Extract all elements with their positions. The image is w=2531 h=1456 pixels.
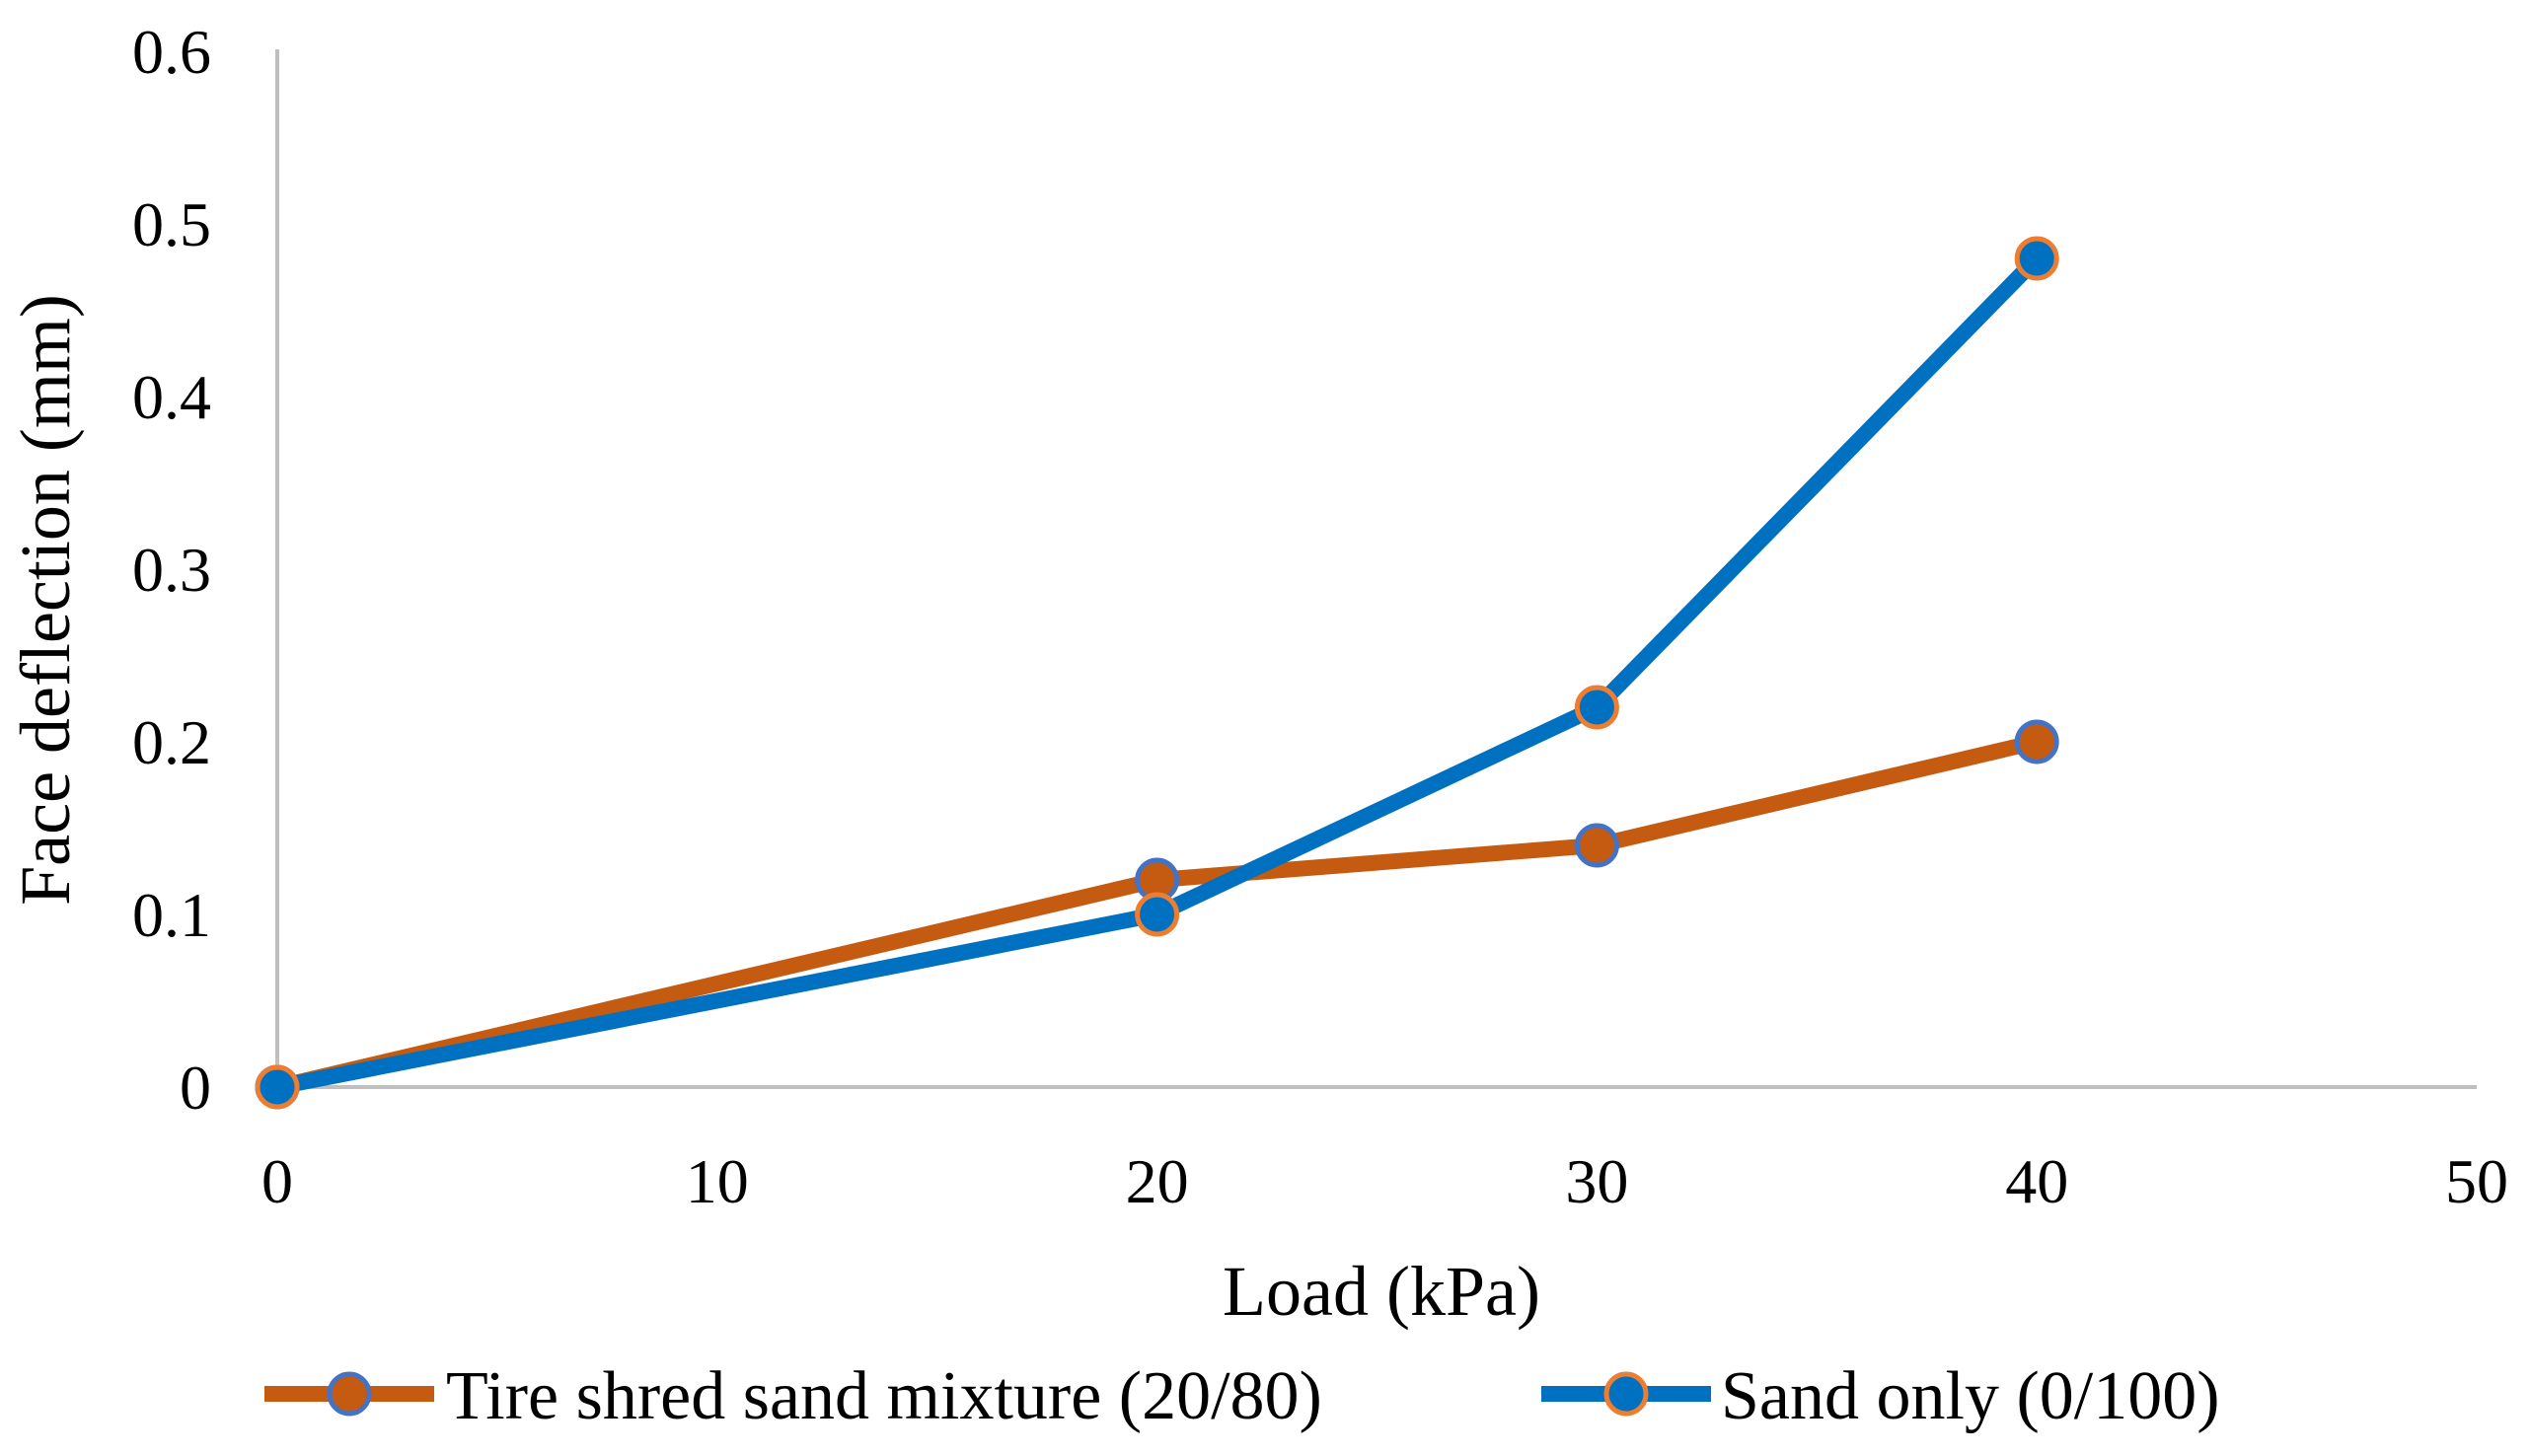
y-tick-label: 0.2 xyxy=(132,707,211,777)
data-point-sand-only xyxy=(1574,685,1619,730)
data-point-tire-shred xyxy=(1574,823,1619,868)
axes xyxy=(275,49,2477,1089)
series-line-sand-only xyxy=(269,251,2046,1095)
legend-item-sand-only: Sand only (0/100) xyxy=(1541,1358,2220,1434)
legend-label-sand-only: Sand only (0/100) xyxy=(1721,1358,2220,1434)
y-tick-label: 0.6 xyxy=(132,17,211,87)
x-tick-label: 20 xyxy=(1126,1146,1189,1216)
x-axis-title: Load (kPa) xyxy=(1223,1252,1540,1331)
legend-marker-tire-shred xyxy=(327,1371,372,1417)
y-axis-title: Face deflection (mm) xyxy=(6,294,85,906)
legend: Tire shred sand mixture (20/80) Sand onl… xyxy=(264,1358,2220,1434)
series-line-tire-shred xyxy=(269,734,2046,1095)
y-tick-label: 0.5 xyxy=(132,189,211,259)
y-tick-label: 0.1 xyxy=(132,880,211,950)
legend-label-tire-shred: Tire shred sand mixture (20/80) xyxy=(446,1358,1322,1434)
x-tick-label: 10 xyxy=(686,1146,749,1216)
x-tick-label: 50 xyxy=(2445,1146,2508,1216)
data-point-tire-shred xyxy=(2014,719,2059,764)
legend-marker-sand-only xyxy=(1603,1371,1649,1417)
data-point-sand-only xyxy=(1135,892,1180,937)
data-point-sand-only xyxy=(255,1064,300,1110)
legend-item-tire-shred: Tire shred sand mixture (20/80) xyxy=(264,1358,1322,1434)
x-tick-label: 40 xyxy=(2005,1146,2068,1216)
series-layer xyxy=(255,236,2059,1110)
y-tick-label: 0 xyxy=(180,1053,211,1123)
x-tick-labels: 0 10 20 30 40 50 xyxy=(261,1146,2508,1216)
series-sand-only xyxy=(255,236,2059,1110)
data-point-sand-only xyxy=(2014,236,2059,281)
y-tick-label: 0.3 xyxy=(132,535,211,605)
y-tick-labels: 0 0.1 0.2 0.3 0.4 0.5 0.6 xyxy=(132,17,211,1123)
x-tick-label: 30 xyxy=(1565,1146,1628,1216)
y-tick-label: 0.4 xyxy=(132,362,211,432)
x-tick-label: 0 xyxy=(261,1146,293,1216)
